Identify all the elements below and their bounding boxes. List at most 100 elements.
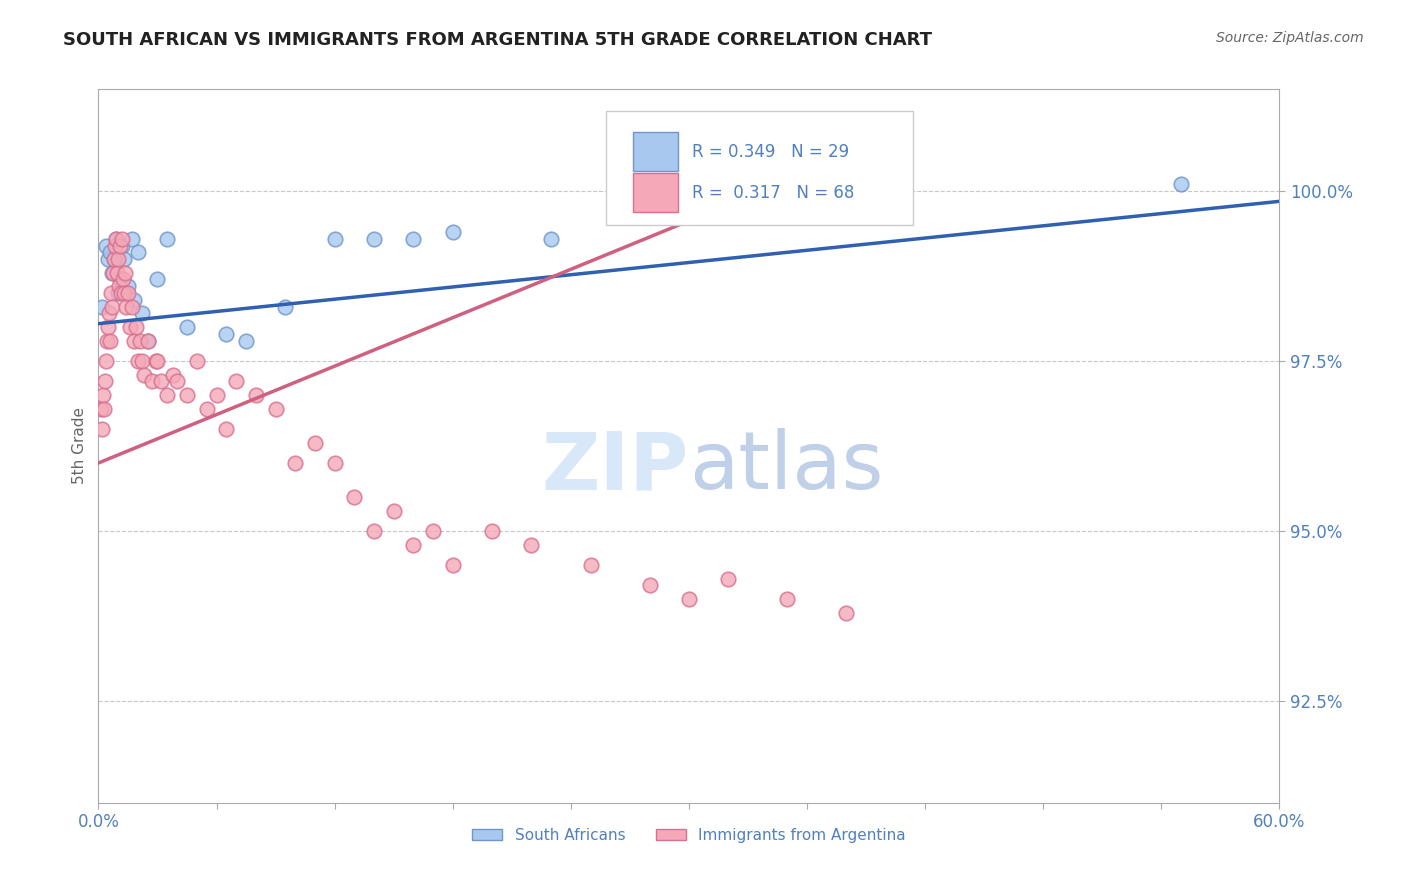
Point [520, 537, 543, 551]
Text: atlas: atlas [689, 428, 883, 507]
Point [101, 266, 124, 280]
Point [136, 334, 159, 348]
Point [215, 326, 238, 341]
Point [94, 375, 117, 389]
Point [108, 238, 131, 252]
Point [717, 572, 740, 586]
Point [323, 232, 346, 246]
Point [128, 334, 150, 348]
Point [264, 401, 287, 416]
Point [111, 238, 134, 252]
Point [215, 422, 238, 436]
Point [776, 591, 799, 606]
Point [93, 388, 115, 402]
Point [118, 320, 141, 334]
Point [91, 422, 114, 436]
Point [146, 272, 169, 286]
Point [104, 238, 127, 252]
Point [441, 558, 464, 572]
Text: R = 0.349   N = 29: R = 0.349 N = 29 [693, 143, 849, 161]
Point [156, 388, 179, 402]
Point [98, 245, 121, 260]
Text: ZIP: ZIP [541, 428, 689, 507]
Point [540, 232, 562, 246]
Point [382, 503, 405, 517]
Text: R =  0.317   N = 68: R = 0.317 N = 68 [693, 184, 855, 202]
Point [304, 435, 326, 450]
Point [156, 232, 179, 246]
Point [121, 300, 143, 314]
Point [97, 320, 120, 334]
Text: Source: ZipAtlas.com: Source: ZipAtlas.com [1216, 31, 1364, 45]
Point [166, 375, 188, 389]
Point [323, 456, 346, 470]
Point [422, 524, 444, 538]
Point [579, 558, 602, 572]
Point [343, 490, 366, 504]
Point [108, 272, 131, 286]
Point [108, 279, 131, 293]
Point [1170, 178, 1192, 192]
Point [98, 334, 121, 348]
Text: SOUTH AFRICAN VS IMMIGRANTS FROM ARGENTINA 5TH GRADE CORRELATION CHART: SOUTH AFRICAN VS IMMIGRANTS FROM ARGENTI… [63, 31, 932, 49]
Point [176, 388, 198, 402]
Point [122, 293, 145, 307]
FancyBboxPatch shape [634, 173, 678, 212]
Point [110, 286, 132, 301]
Point [103, 266, 125, 280]
Point [245, 388, 267, 402]
Point [96, 238, 118, 252]
Point [141, 375, 163, 389]
Point [402, 232, 425, 246]
Point [678, 591, 700, 606]
Point [105, 232, 128, 246]
Point [225, 375, 247, 389]
Point [93, 401, 115, 416]
Point [90, 401, 112, 416]
Point [112, 252, 135, 266]
Point [117, 279, 139, 293]
Point [103, 252, 125, 266]
Point [284, 456, 307, 470]
Point [107, 252, 129, 266]
Point [638, 578, 661, 592]
Y-axis label: 5th Grade: 5th Grade [72, 408, 87, 484]
Point [131, 306, 153, 320]
Point [195, 401, 218, 416]
Point [105, 266, 128, 280]
Point [96, 334, 118, 348]
Point [127, 245, 149, 260]
Point [97, 252, 120, 266]
Point [176, 320, 198, 334]
Point [186, 354, 208, 368]
Point [481, 524, 503, 538]
Point [274, 300, 297, 314]
Point [121, 232, 143, 246]
Point [100, 286, 122, 301]
Point [107, 286, 129, 301]
Point [363, 524, 385, 538]
Point [127, 354, 149, 368]
Point [441, 225, 464, 239]
Point [145, 354, 167, 368]
Point [115, 300, 138, 314]
Point [101, 300, 124, 314]
Point [363, 232, 385, 246]
Point [103, 252, 125, 266]
Point [150, 375, 173, 389]
Point [235, 334, 257, 348]
FancyBboxPatch shape [634, 132, 678, 171]
Point [117, 286, 139, 301]
Point [111, 232, 134, 246]
FancyBboxPatch shape [606, 111, 914, 225]
Point [835, 606, 858, 620]
Point [125, 320, 148, 334]
Point [112, 272, 135, 286]
Point [162, 368, 184, 382]
Point [112, 286, 135, 301]
Point [132, 368, 155, 382]
Point [105, 232, 128, 246]
Point [114, 266, 136, 280]
Point [205, 388, 228, 402]
Legend: South Africans, Immigrants from Argentina: South Africans, Immigrants from Argentin… [465, 822, 912, 848]
